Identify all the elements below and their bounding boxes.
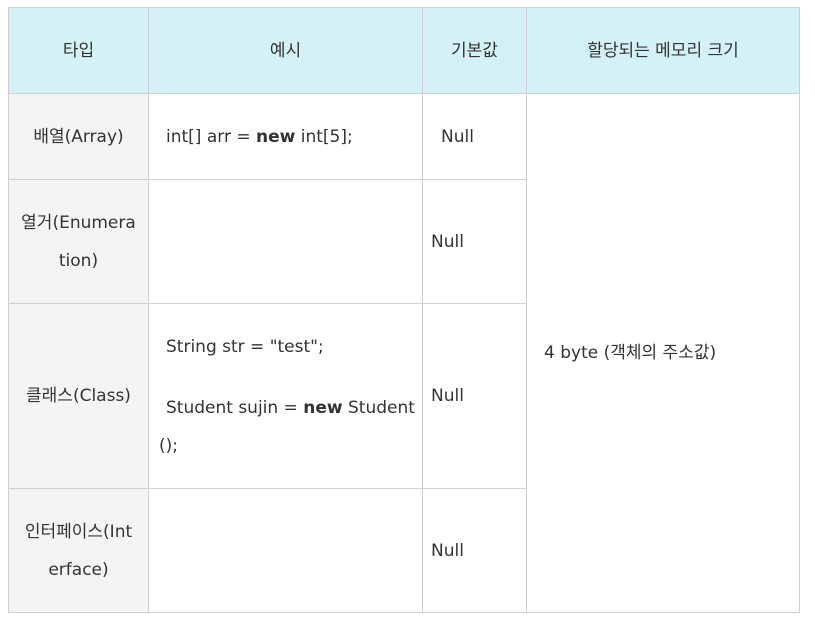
type-cell-class: 클래스(Class) <box>8 303 149 489</box>
header-type: 타입 <box>8 7 149 94</box>
header-default: 기본값 <box>422 7 527 94</box>
type-label-line1: 인터페이스(Int <box>24 521 133 542</box>
example-code: int[] arr = new int[5]; <box>166 126 353 147</box>
type-label-line2: erface) <box>48 559 109 580</box>
type-cell-interface: 인터페이스(Int erface) <box>8 488 149 613</box>
header-example: 예시 <box>148 7 423 94</box>
table-row-array: 배열(Array) int[] arr = new int[5]; Null 4… <box>8 93 800 613</box>
type-cell-enum: 열거(Enumera tion) <box>8 179 149 304</box>
type-cell-array: 배열(Array) <box>8 93 149 180</box>
default-cell-interface: Null <box>422 488 527 613</box>
default-cell-class: Null <box>422 303 527 489</box>
example-code-line2: Student sujin = new Student <box>166 397 415 418</box>
example-cell-interface <box>148 488 423 613</box>
type-label: 클래스(Class) <box>26 386 131 406</box>
table-row-class: 클래스(Class) String str = "test"; Student … <box>8 303 800 489</box>
example-code-line3: (); <box>159 435 178 456</box>
reference-type-table: 타입 예시 기본값 할당되는 메모리 크기 배열(Array) int[] ar… <box>8 7 800 613</box>
header-size: 할당되는 메모리 크기 <box>526 7 800 94</box>
keyword-new: new <box>255 126 296 147</box>
type-label: 배열(Array) <box>33 126 124 147</box>
keyword-new: new <box>303 397 343 418</box>
table-row-enum: 열거(Enumera tion) Null <box>8 179 800 304</box>
example-cell-array: int[] arr = new int[5]; <box>148 93 423 180</box>
size-cell: 4 byte (객체의 주소값) <box>526 93 800 613</box>
default-cell-array: Null <box>422 93 527 180</box>
table-row-interface: 인터페이스(Int erface) Null <box>8 488 800 613</box>
default-cell-enum: Null <box>422 179 527 304</box>
example-cell-class: String str = "test"; Student sujin = new… <box>148 303 423 489</box>
header-row: 타입 예시 기본값 할당되는 메모리 크기 <box>8 7 800 94</box>
example-cell-enum <box>148 179 423 304</box>
example-code-line1: String str = "test"; <box>166 336 324 357</box>
type-label-line1: 열거(Enumera <box>21 212 136 233</box>
type-label-line2: tion) <box>58 250 99 271</box>
